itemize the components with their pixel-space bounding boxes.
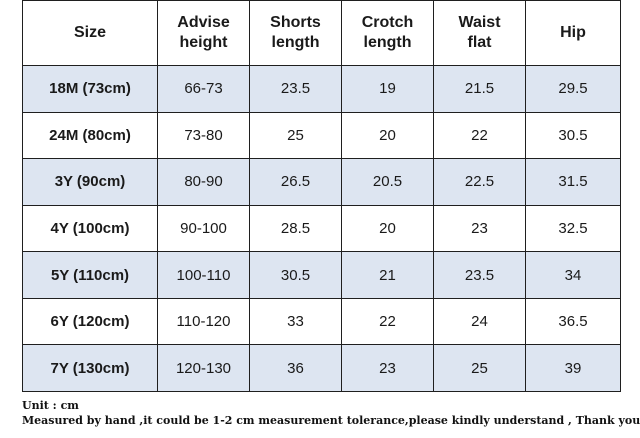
header-waist-flat: Waist flat xyxy=(433,0,526,66)
shorts-length-cell: 36 xyxy=(249,344,342,392)
advise-height-cell: 73-80 xyxy=(157,111,250,160)
hip-cell: 30.5 xyxy=(525,111,621,160)
crotch-length-cell: 20 xyxy=(341,204,434,253)
crotch-length-cell: 20.5 xyxy=(341,158,434,206)
header-size: Size xyxy=(22,0,158,66)
crotch-length-cell: 19 xyxy=(341,65,434,113)
crotch-length-cell: 23 xyxy=(341,344,434,392)
hip-cell: 31.5 xyxy=(525,158,621,206)
table-row: 5Y (110cm) 100-110 30.5 21 23.5 34 xyxy=(22,251,621,299)
hip-cell: 34 xyxy=(525,251,621,299)
size-cell: 7Y (130cm) xyxy=(22,344,158,392)
size-chart-table: Size Advise height Shorts length Crotch … xyxy=(22,0,621,392)
crotch-length-cell: 20 xyxy=(341,111,434,160)
size-cell: 18M (73cm) xyxy=(22,65,158,113)
table-row: 3Y (90cm) 80-90 26.5 20.5 22.5 31.5 xyxy=(22,158,621,206)
hip-cell: 39 xyxy=(525,344,621,392)
advise-height-cell: 90-100 xyxy=(157,204,250,253)
waist-flat-cell: 25 xyxy=(433,344,526,392)
table-row: 6Y (120cm) 110-120 33 22 24 36.5 xyxy=(22,297,621,346)
header-hip: Hip xyxy=(525,0,621,66)
tolerance-note: Measured by hand ,it could be 1-2 cm mea… xyxy=(22,414,640,427)
header-advise-height: Advise height xyxy=(157,0,250,66)
advise-height-cell: 110-120 xyxy=(157,297,250,346)
hip-cell: 32.5 xyxy=(525,204,621,253)
table-row: 7Y (130cm) 120-130 36 23 25 39 xyxy=(22,344,621,392)
size-cell: 5Y (110cm) xyxy=(22,251,158,299)
size-cell: 3Y (90cm) xyxy=(22,158,158,206)
waist-flat-cell: 23.5 xyxy=(433,251,526,299)
table-row: 4Y (100cm) 90-100 28.5 20 23 32.5 xyxy=(22,204,621,253)
waist-flat-cell: 22.5 xyxy=(433,158,526,206)
waist-flat-cell: 23 xyxy=(433,204,526,253)
header-row: Size Advise height Shorts length Crotch … xyxy=(22,0,621,66)
shorts-length-cell: 23.5 xyxy=(249,65,342,113)
shorts-length-cell: 28.5 xyxy=(249,204,342,253)
advise-height-cell: 120-130 xyxy=(157,344,250,392)
unit-note: Unit : cm xyxy=(22,399,79,412)
shorts-length-cell: 33 xyxy=(249,297,342,346)
shorts-length-cell: 25 xyxy=(249,111,342,160)
table-row: 18M (73cm) 66-73 23.5 19 21.5 29.5 xyxy=(22,65,621,113)
size-cell: 24M (80cm) xyxy=(22,111,158,160)
header-crotch-length: Crotch length xyxy=(341,0,434,66)
advise-height-cell: 80-90 xyxy=(157,158,250,206)
hip-cell: 36.5 xyxy=(525,297,621,346)
advise-height-cell: 100-110 xyxy=(157,251,250,299)
crotch-length-cell: 22 xyxy=(341,297,434,346)
measurement-notes: Unit : cm Measured by hand ,it could be … xyxy=(22,398,640,428)
size-cell: 4Y (100cm) xyxy=(22,204,158,253)
table-header: Size Advise height Shorts length Crotch … xyxy=(22,0,621,66)
crotch-length-cell: 21 xyxy=(341,251,434,299)
advise-height-cell: 66-73 xyxy=(157,65,250,113)
size-cell: 6Y (120cm) xyxy=(22,297,158,346)
table-row: 24M (80cm) 73-80 25 20 22 30.5 xyxy=(22,111,621,160)
shorts-length-cell: 30.5 xyxy=(249,251,342,299)
waist-flat-cell: 21.5 xyxy=(433,65,526,113)
table-body: 18M (73cm) 66-73 23.5 19 21.5 29.5 24M (… xyxy=(22,65,621,392)
waist-flat-cell: 24 xyxy=(433,297,526,346)
shorts-length-cell: 26.5 xyxy=(249,158,342,206)
header-shorts-length: Shorts length xyxy=(249,0,342,66)
hip-cell: 29.5 xyxy=(525,65,621,113)
waist-flat-cell: 22 xyxy=(433,111,526,160)
